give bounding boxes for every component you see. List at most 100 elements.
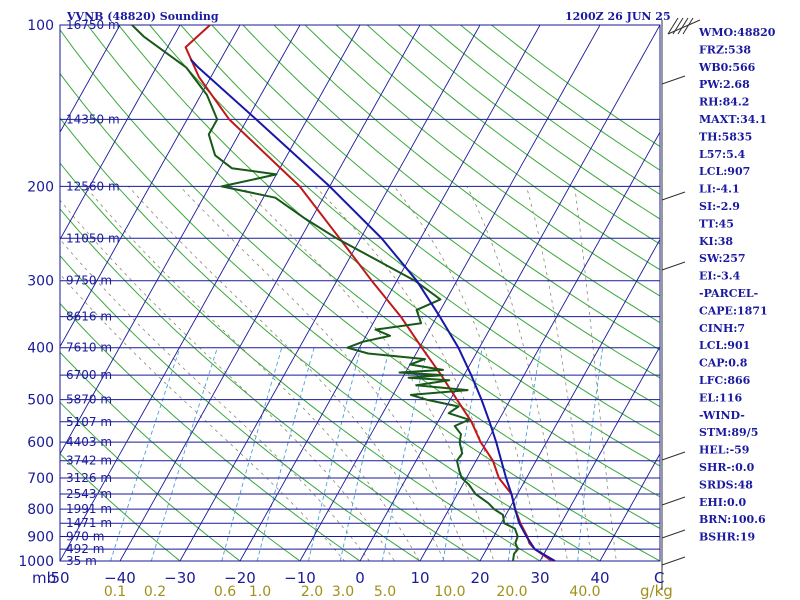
temp-tick-label: 20 [470,569,489,587]
moist-adiabat [60,238,370,561]
dry-adiabat [180,25,660,408]
dry-adiabat [273,25,660,324]
index-item: BRN:100.6 [699,513,766,526]
height-level-label: 3742 m [66,454,112,468]
time-label: 1200Z 26 JUN 25 [565,10,671,23]
height-level-label: 14350 m [66,112,120,126]
wind-barb [661,451,686,461]
isotherm [60,25,361,561]
mixing-ratio-tick-label: 3.0 [332,584,354,600]
height-level-label: 7610 m [66,341,112,355]
mixing-ratio-tick-label: 10.0 [434,584,465,600]
mixing-ratio-line [442,347,483,561]
wind-barb [667,17,679,35]
pressure-tick-label: 300 [27,274,54,290]
pressure-tick-label: 600 [27,435,54,451]
height-level-label: 1991 m [66,502,112,516]
height-level-label: 12560 m [66,179,120,193]
dry-adiabat [304,25,660,297]
wind-barbs-group [661,17,701,590]
plot-frame [59,24,661,562]
parcel-profile [189,58,556,561]
moist-adiabat [466,186,569,561]
height-level-label: 8616 m [66,310,112,324]
height-level-label: 9750 m [66,274,112,288]
wind-barb [661,261,686,271]
index-item: TT:45 [699,217,734,230]
pressure-tick-label: 800 [27,502,54,518]
isotherm [60,25,241,348]
wind-barb [661,556,686,566]
profiles-group [131,25,556,561]
wind-barb [661,191,686,201]
station-title: VVNB (48820) Sounding [66,10,219,23]
index-item: EHI:0.0 [699,496,746,509]
mixing-ratio-line [308,347,362,561]
temp-tick-label: −40 [104,569,136,587]
mixing-ratio-tick-label: 20.0 [496,584,527,600]
mixing-ratio-tick-label: 40.0 [569,584,600,600]
temp-tick-label: 50 [50,569,69,587]
index-item: SI:-2.9 [699,200,740,213]
index-item: LFC:866 [699,374,751,387]
mixing-ratio-line [256,347,315,561]
temp-axis-suffix: C [654,569,664,587]
moist-adiabat [574,186,617,561]
dry-adiabat [211,25,660,379]
index-item: RH:84.2 [699,96,749,109]
moist-adiabat [60,273,345,561]
moist-adiabat [128,186,445,561]
index-item: SHR-:0.0 [699,461,755,474]
dry-adiabat [87,25,660,498]
temp-tick-label: 0 [355,569,365,587]
index-item: LCL:907 [699,165,750,178]
wind-barb [677,17,689,35]
mixing-ratio-line [577,347,604,561]
height-level-label: 3126 m [66,471,112,485]
mixing-ratio-tick-label: 0.6 [214,584,236,600]
wind-barb [661,75,686,85]
height-level-label: 4403 m [66,435,112,449]
moist-adiabat [84,186,420,561]
mixing-ratio-tick-label: 2.0 [301,584,323,600]
height-level-label: 35 m [66,554,97,568]
mixing-ratio-line [381,347,428,561]
mixing-ratio-line [507,347,542,561]
wind-barb [661,529,686,539]
index-item: PW:2.68 [699,78,750,91]
isotherm [179,25,481,561]
index-item: BSHR:19 [699,531,755,544]
isotherm [599,452,660,561]
dry-adiabat [149,25,660,437]
moist-adiabat [241,186,495,561]
temp-tick-label: 10 [410,569,429,587]
height-level-label: 6700 m [66,368,112,382]
index-item: LCL:901 [699,339,750,352]
height-level-label: 5107 m [66,415,112,429]
isotherm [239,25,541,561]
temp-tick-label: 30 [530,569,549,587]
index-item: SW:257 [699,252,746,265]
mixing-ratio-unit: g/kg [640,582,673,600]
mixing-ratio-tick-label: 0.1 [104,584,126,600]
pressure-tick-label: 500 [27,393,54,409]
index-item: SRDS:48 [699,478,753,491]
indices-panel: WMO:48820 FRZ:538 WB0:566 PW:2.68 RH:84.2 MAX… [698,26,776,544]
pressure-tick-label: 400 [27,341,54,357]
height-level-label: 5870 m [66,393,112,407]
height-level-label: 16750 m [66,18,120,32]
isotherm [359,25,660,561]
index-item: -PARCEL- [699,287,758,300]
index-item: WB0:566 [698,61,756,74]
mixing-ratio-tick-label: 1.0 [249,584,271,600]
index-item: HEL:-59 [699,444,749,457]
isotherm [479,238,660,561]
height-level-label: 11050 m [66,231,120,245]
height-level-label: 1471 m [66,516,112,530]
isotherm [60,25,181,241]
isotherm [60,25,121,134]
pressure-tick-label: 100 [27,18,54,34]
index-item: FRZ:538 [699,43,751,56]
